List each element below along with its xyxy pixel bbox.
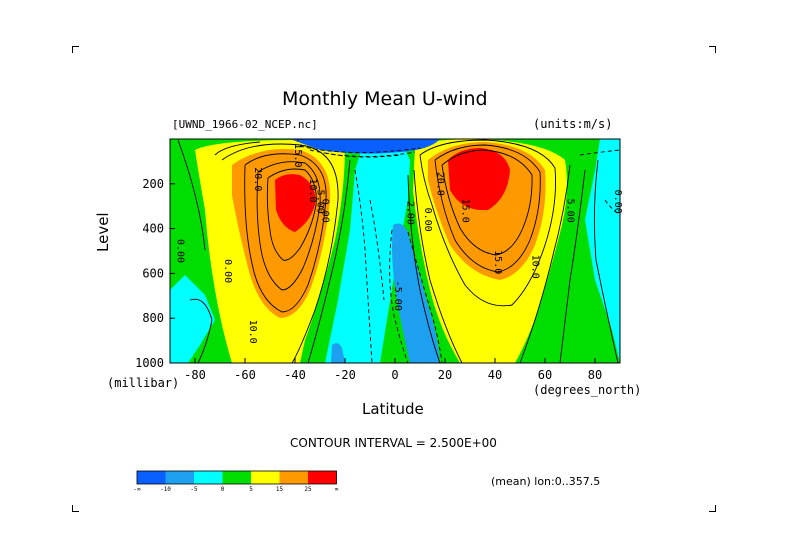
fill-blue-south-low	[331, 343, 345, 363]
x-axis-label: Latitude	[362, 400, 424, 418]
contour-label: 0.00	[222, 259, 233, 283]
colorbar-frame	[136, 470, 337, 485]
contour-field	[170, 139, 620, 363]
contour-label: 15.0	[460, 199, 471, 223]
colorbar-swatch	[279, 471, 308, 484]
contour-line	[413, 164, 571, 363]
contour-line	[214, 141, 351, 363]
contour-label: -15.0	[292, 137, 303, 167]
colorbar-label: -10	[160, 486, 171, 493]
colorbar-label: ∞	[335, 486, 339, 493]
chart-title: Monthly Mean U-wind	[282, 88, 488, 110]
units-label: (units:m/s)	[533, 117, 613, 131]
contour-label: 0.00	[422, 208, 433, 232]
y-tick-label: 1000	[135, 356, 164, 370]
contour-lines	[177, 139, 620, 363]
fill-blue-equatorial	[392, 223, 440, 363]
contour-line	[177, 139, 213, 363]
y-tick-label: 800	[142, 311, 164, 325]
colorbar-swatch	[194, 471, 223, 484]
corner-mark-bottom-left	[72, 505, 79, 512]
x-tick-label: -20	[334, 368, 356, 382]
colorbar-swatch	[251, 471, 280, 484]
colorbar-label: 25	[304, 486, 312, 493]
contour-label: 2.00	[405, 201, 416, 225]
contour-label: 0.00	[612, 190, 623, 214]
contour-label: 0.00	[320, 199, 331, 223]
y-axis: 200 400 600 800 1000	[135, 177, 175, 370]
fill-cyan-pocket-north	[600, 145, 620, 300]
contour-label: 10.0	[307, 178, 318, 202]
y-tick-label: 200	[142, 177, 164, 191]
contour-label: 0.00	[175, 239, 186, 263]
contour-line	[354, 169, 385, 363]
contour-label: 10.0	[247, 320, 258, 344]
fill-blue-strat	[290, 139, 440, 154]
y-tick-label: 600	[142, 266, 164, 280]
contour-label: 5.00	[565, 199, 576, 223]
contour-label: 20.0	[252, 167, 263, 191]
x-tick-label: 40	[488, 368, 502, 382]
contour-label: 5.00	[315, 190, 326, 214]
fill-red-north	[448, 148, 510, 211]
fill-red-south	[275, 174, 316, 232]
x-tick-label: -80	[184, 368, 206, 382]
x-tick-label: 60	[538, 368, 552, 382]
colorbar-label: 15	[276, 486, 284, 493]
contour-line	[244, 153, 327, 313]
colorbar-label: 0	[221, 486, 225, 493]
corner-mark-top-right	[709, 46, 716, 53]
x-tick-label: -60	[234, 368, 256, 382]
colorbar-label: -5	[190, 486, 198, 493]
dataset-label: [UWND_1966-02_NCEP.nc]	[172, 118, 318, 131]
contour-line	[593, 159, 619, 363]
contour-interval-label: CONTOUR INTERVAL = 2.500E+00	[290, 436, 497, 450]
contour-line	[299, 145, 421, 158]
corner-mark-top-left	[72, 46, 79, 53]
y-axis-units: (millibar)	[107, 376, 180, 390]
x-axis: -80 -60 -40 -20 0 20 40 60 80	[184, 358, 602, 382]
contour-line	[441, 149, 533, 256]
contour-line	[221, 143, 339, 363]
x-tick-label: 20	[438, 368, 452, 382]
contour-label: 15.0	[492, 250, 503, 274]
contour-line	[579, 149, 620, 216]
y-tick-label: 400	[142, 222, 164, 236]
contour-label: 10.0	[530, 255, 541, 279]
x-tick-label: 80	[588, 368, 602, 382]
contour-line	[434, 144, 541, 273]
x-axis-units: (degrees_north)	[533, 383, 642, 397]
contour-line	[266, 168, 317, 261]
colorbar-swatch	[308, 471, 337, 484]
x-tick-label: -40	[284, 368, 306, 382]
colorbar-label: 5	[249, 486, 253, 493]
mean-longitude-label: (mean) lon:0..357.5	[491, 475, 601, 488]
colorbar: -∞ -10 -5 0 5 15 25 ∞	[133, 470, 339, 493]
x-tick-label: 0	[391, 368, 398, 382]
corner-mark-bottom-right	[709, 505, 716, 512]
contour-line	[256, 161, 321, 291]
contour-label: 20.0	[435, 172, 446, 196]
contour-line	[407, 169, 586, 363]
contour-line	[419, 139, 556, 307]
fill-cyan-pocket-south	[170, 275, 215, 363]
colorbar-swatch	[137, 471, 166, 484]
colorbar-label: -∞	[133, 486, 141, 493]
colorbar-swatch	[165, 471, 194, 484]
contour-label: -5.00	[392, 281, 403, 311]
contour-line	[389, 229, 443, 363]
colorbar-swatch	[222, 471, 251, 484]
